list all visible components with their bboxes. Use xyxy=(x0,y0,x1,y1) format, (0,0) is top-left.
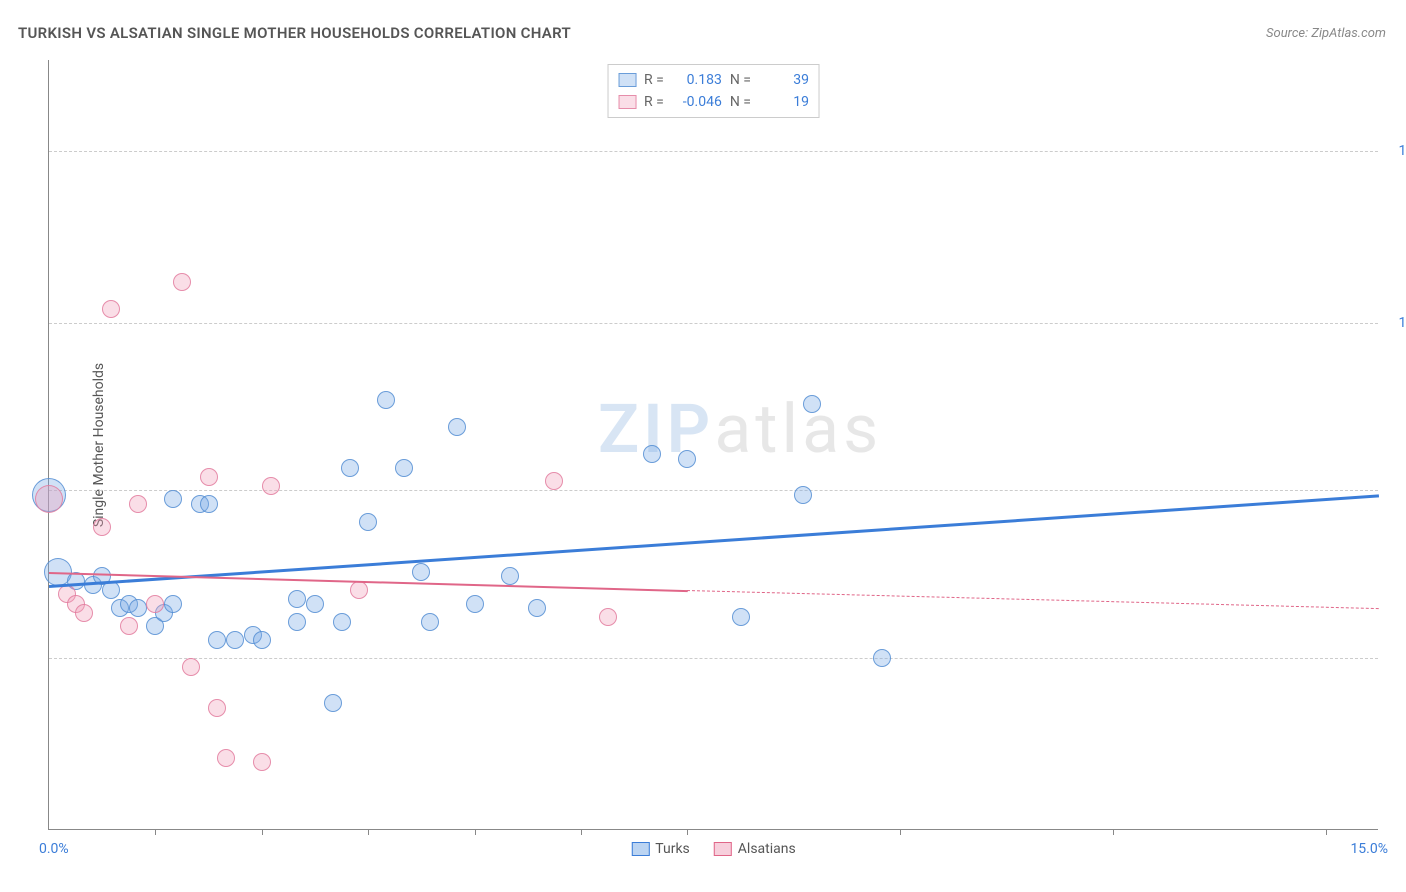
stat-r-label: R = xyxy=(644,69,664,91)
gridline xyxy=(49,658,1378,659)
scatter-point xyxy=(873,649,891,667)
x-tick xyxy=(155,829,156,835)
legend-label: Turks xyxy=(655,841,690,857)
stat-n-label: N = xyxy=(730,91,751,113)
scatter-point xyxy=(288,613,306,631)
legend-stats: R = 0.183 N = 39 R = -0.046 N = 19 xyxy=(607,64,820,118)
gridline xyxy=(49,151,1378,152)
scatter-point xyxy=(412,563,430,581)
scatter-point xyxy=(333,613,351,631)
gridline xyxy=(49,323,1378,324)
scatter-point xyxy=(217,749,235,767)
legend-stats-row: R = 0.183 N = 39 xyxy=(618,69,809,91)
scatter-point xyxy=(208,699,226,717)
scatter-point xyxy=(377,391,395,409)
scatter-point xyxy=(528,599,546,617)
legend-swatch-alsatians xyxy=(714,842,732,856)
scatter-point xyxy=(75,604,93,622)
scatter-point xyxy=(146,595,164,613)
scatter-point xyxy=(120,617,138,635)
scatter-point xyxy=(288,590,306,608)
scatter-point xyxy=(200,468,218,486)
x-axis-max-label: 15.0% xyxy=(1350,841,1388,857)
trend-line xyxy=(49,495,1379,589)
scatter-point xyxy=(350,581,368,599)
stat-n-value: 39 xyxy=(759,69,809,91)
x-tick xyxy=(368,829,369,835)
y-tick-label: 3.8% xyxy=(1386,650,1406,666)
scatter-point xyxy=(643,445,661,463)
scatter-point xyxy=(200,495,218,513)
scatter-point xyxy=(421,613,439,631)
stat-n-value: 19 xyxy=(759,91,809,113)
y-tick-label: 15.0% xyxy=(1386,143,1406,159)
scatter-point xyxy=(395,459,413,477)
legend-swatch-alsatians xyxy=(618,95,636,109)
scatter-point xyxy=(129,495,147,513)
scatter-point xyxy=(208,631,226,649)
stat-r-value: -0.046 xyxy=(672,91,722,113)
scatter-point xyxy=(253,631,271,649)
y-tick-label: 7.5% xyxy=(1386,482,1406,498)
legend-item-turks: Turks xyxy=(631,841,690,857)
scatter-point xyxy=(448,418,466,436)
x-tick xyxy=(1113,829,1114,835)
scatter-point xyxy=(359,513,377,531)
scatter-point xyxy=(164,490,182,508)
scatter-point xyxy=(545,472,563,490)
x-tick xyxy=(687,829,688,835)
scatter-point xyxy=(102,300,120,318)
gridline xyxy=(49,490,1378,491)
scatter-point xyxy=(341,459,359,477)
legend-series: Turks Alsatians xyxy=(631,841,795,857)
scatter-point xyxy=(466,595,484,613)
watermark: ZIPatlas xyxy=(598,389,882,469)
scatter-point xyxy=(732,608,750,626)
scatter-point xyxy=(803,395,821,413)
scatter-point xyxy=(794,486,812,504)
scatter-point xyxy=(164,595,182,613)
x-tick xyxy=(900,829,901,835)
scatter-point xyxy=(253,753,271,771)
stat-n-label: N = xyxy=(730,69,751,91)
scatter-point xyxy=(226,631,244,649)
scatter-point xyxy=(35,485,63,513)
x-tick xyxy=(1326,829,1327,835)
source-attribution: Source: ZipAtlas.com xyxy=(1266,26,1386,41)
scatter-point xyxy=(678,450,696,468)
scatter-point xyxy=(173,273,191,291)
stat-r-value: 0.183 xyxy=(672,69,722,91)
y-tick-label: 11.2% xyxy=(1386,315,1406,331)
legend-swatch-turks xyxy=(618,73,636,87)
x-axis-min-label: 0.0% xyxy=(39,841,69,857)
watermark-atlas: atlas xyxy=(714,389,882,469)
stat-r-label: R = xyxy=(644,91,664,113)
legend-item-alsatians: Alsatians xyxy=(714,841,796,857)
x-tick xyxy=(475,829,476,835)
legend-label: Alsatians xyxy=(738,841,796,857)
trend-line xyxy=(687,590,1379,609)
scatter-point xyxy=(129,599,147,617)
scatter-point xyxy=(182,658,200,676)
chart-title: TURKISH VS ALSATIAN SINGLE MOTHER HOUSEH… xyxy=(18,24,571,42)
scatter-point xyxy=(324,694,342,712)
scatter-point xyxy=(599,608,617,626)
x-tick xyxy=(262,829,263,835)
plot-area: Single Mother Households ZIPatlas R = 0.… xyxy=(48,60,1378,830)
y-axis-title: Single Mother Households xyxy=(91,362,107,526)
scatter-point xyxy=(501,567,519,585)
legend-swatch-turks xyxy=(631,842,649,856)
scatter-point xyxy=(306,595,324,613)
scatter-point xyxy=(93,518,111,536)
legend-stats-row: R = -0.046 N = 19 xyxy=(618,91,809,113)
x-tick xyxy=(581,829,582,835)
scatter-point xyxy=(262,477,280,495)
